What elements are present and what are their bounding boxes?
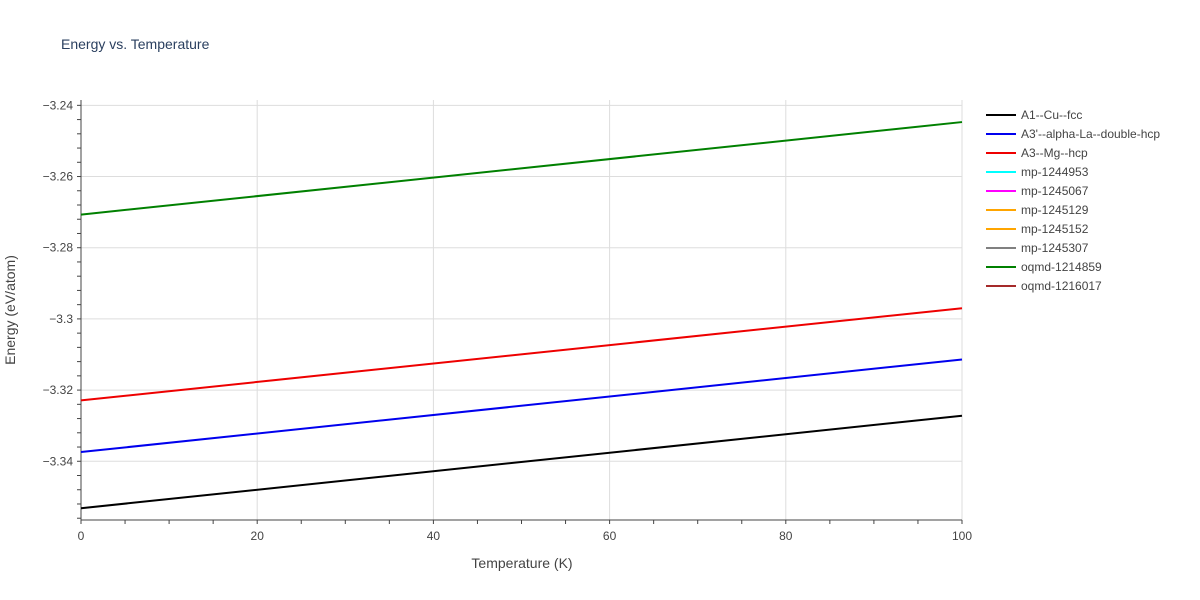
y-tick-label: −3.34 bbox=[43, 454, 74, 468]
legend-item[interactable]: mp-1245067 bbox=[986, 184, 1089, 198]
y-tick-label: −3.26 bbox=[43, 170, 74, 184]
legend-label: mp-1245307 bbox=[1021, 241, 1089, 255]
grid bbox=[81, 100, 963, 520]
legend-label: mp-1244953 bbox=[1021, 165, 1089, 179]
x-axis-title: Temperature (K) bbox=[471, 555, 572, 571]
legend-item[interactable]: oqmd-1214859 bbox=[986, 260, 1102, 274]
legend-item[interactable]: A1--Cu--fcc bbox=[986, 108, 1082, 122]
legend-label: oqmd-1216017 bbox=[1021, 279, 1102, 293]
legend[interactable]: A1--Cu--fcc A3'--alpha-La--double-hcp A3--… bbox=[986, 108, 1160, 293]
y-tick-label: −3.24 bbox=[43, 98, 74, 112]
x-tick-label: 80 bbox=[779, 529, 793, 543]
x-tick-label: 20 bbox=[251, 529, 265, 543]
y-tick-label: −3.32 bbox=[43, 383, 74, 397]
x-tick-label: 0 bbox=[78, 529, 85, 543]
legend-item[interactable]: A3--Mg--hcp bbox=[986, 146, 1088, 160]
x-tick-label: 40 bbox=[427, 529, 441, 543]
legend-item[interactable]: oqmd-1216017 bbox=[986, 279, 1102, 293]
legend-item[interactable]: mp-1245129 bbox=[986, 203, 1089, 217]
y-axis-title: Energy (eV/atom) bbox=[2, 255, 18, 365]
legend-label: mp-1245152 bbox=[1021, 222, 1089, 236]
series-line bbox=[80, 307, 963, 402]
series-lines bbox=[80, 121, 963, 510]
legend-item[interactable]: mp-1244953 bbox=[986, 165, 1089, 179]
legend-label: A3'--alpha-La--double-hcp bbox=[1021, 127, 1160, 141]
legend-item[interactable]: A3'--alpha-La--double-hcp bbox=[986, 127, 1160, 141]
legend-label: mp-1245129 bbox=[1021, 203, 1089, 217]
series-line bbox=[80, 414, 963, 510]
legend-item[interactable]: mp-1245152 bbox=[986, 222, 1089, 236]
legend-label: oqmd-1214859 bbox=[1021, 260, 1102, 274]
series-line bbox=[80, 358, 963, 454]
legend-item[interactable]: mp-1245307 bbox=[986, 241, 1089, 255]
y-tick-label: −3.3 bbox=[49, 312, 73, 326]
legend-label: A1--Cu--fcc bbox=[1021, 108, 1082, 122]
legend-label: mp-1245067 bbox=[1021, 184, 1089, 198]
x-tick-label: 100 bbox=[952, 529, 972, 543]
chart-title: Energy vs. Temperature bbox=[61, 36, 210, 52]
series-line bbox=[80, 121, 963, 216]
legend-label: A3--Mg--hcp bbox=[1021, 146, 1088, 160]
x-tick-label: 60 bbox=[603, 529, 617, 543]
axes: 0 20 40 60 80 100 −3.34 −3.32 −3.3 −3.28 −3.26 −3.2… bbox=[43, 98, 973, 543]
y-tick-label: −3.28 bbox=[43, 241, 74, 255]
